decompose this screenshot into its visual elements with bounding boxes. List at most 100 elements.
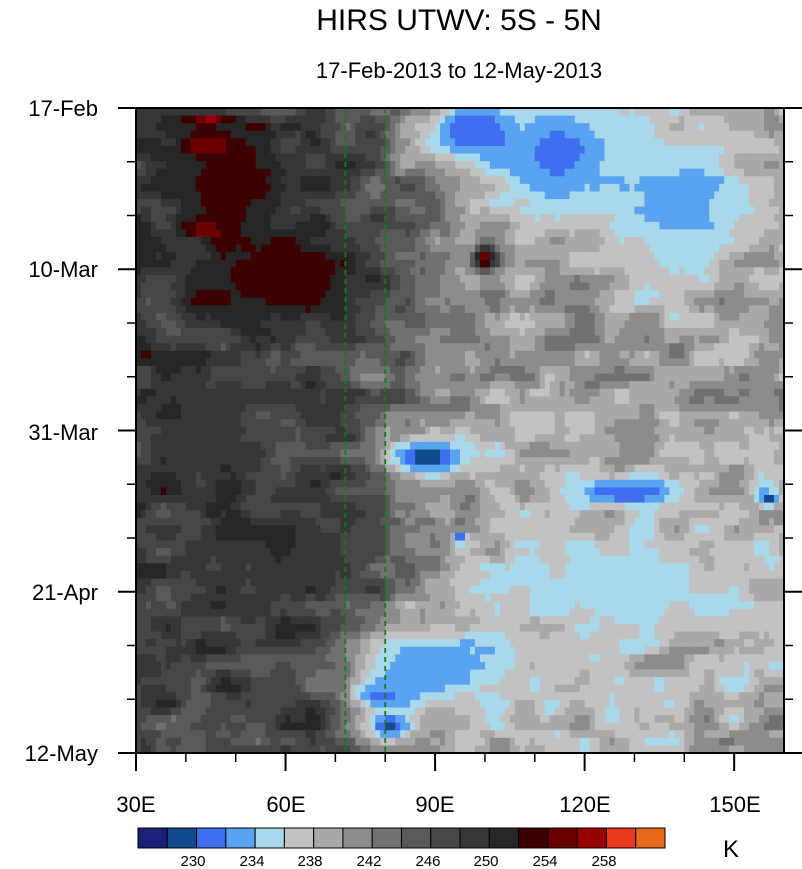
heatmap-cell	[579, 373, 586, 382]
heatmap-cell	[524, 290, 531, 299]
heatmap-cell	[514, 130, 521, 139]
heatmap-cell	[225, 244, 232, 253]
heatmap-cell	[265, 199, 272, 208]
heatmap-cell	[345, 229, 351, 238]
heatmap-cell	[529, 115, 536, 124]
heatmap-cell	[524, 115, 531, 124]
heatmap-cell	[554, 259, 561, 268]
heatmap-cell	[320, 274, 327, 284]
heatmap-cell	[654, 115, 660, 124]
heatmap-cell	[260, 358, 267, 367]
heatmap-cell	[410, 115, 416, 124]
heatmap-cell	[330, 366, 336, 375]
heatmap-cell	[165, 350, 172, 360]
heatmap-cell	[609, 373, 616, 382]
heatmap-cell	[464, 214, 471, 223]
heatmap-cell	[704, 282, 710, 291]
heatmap-cell	[320, 130, 327, 139]
heatmap-cell	[674, 350, 680, 360]
heatmap-cell	[260, 396, 267, 405]
heatmap-cell	[280, 320, 287, 329]
heatmap-cell	[290, 191, 297, 200]
heatmap-cell	[704, 366, 710, 375]
heatmap-cell	[255, 290, 262, 299]
heatmap-cell	[699, 282, 705, 291]
heatmap-cells	[136, 108, 784, 753]
heatmap-cell	[260, 305, 267, 314]
heatmap-cell	[594, 252, 601, 261]
heatmap-cell	[724, 153, 730, 162]
heatmap-cell	[245, 343, 252, 352]
heatmap-cell	[320, 290, 327, 299]
heatmap-cell	[529, 381, 536, 390]
heatmap-cell	[614, 274, 621, 284]
heatmap-cell	[584, 214, 591, 223]
heatmap-cell	[315, 123, 322, 132]
heatmap-cell	[699, 237, 705, 246]
heatmap-cell	[155, 123, 162, 132]
heatmap-cell	[559, 282, 566, 291]
heatmap-cell	[350, 282, 356, 291]
heatmap-cell	[644, 366, 651, 375]
heatmap-cell	[445, 123, 451, 132]
heatmap-cell	[225, 328, 232, 337]
heatmap-cell	[679, 358, 685, 367]
heatmap-cell	[694, 176, 700, 185]
heatmap-cell	[355, 138, 361, 147]
heatmap-cell	[445, 214, 451, 223]
heatmap-cell	[420, 108, 426, 117]
heatmap-cell	[200, 373, 207, 382]
heatmap-cell	[315, 267, 322, 276]
heatmap-cell	[155, 130, 162, 139]
heatmap-cell	[549, 191, 556, 200]
heatmap-cell	[724, 221, 730, 231]
heatmap-cell	[440, 221, 446, 231]
heatmap-cell	[310, 244, 317, 253]
heatmap-cell	[290, 229, 297, 238]
heatmap-cell	[136, 214, 142, 223]
heatmap-cell	[355, 145, 361, 155]
heatmap-cell	[499, 138, 506, 147]
heatmap-cell	[220, 161, 227, 170]
heatmap-cell	[165, 305, 172, 314]
heatmap-cell	[175, 130, 182, 139]
heatmap-cell	[265, 244, 272, 253]
heatmap-cell	[230, 237, 237, 246]
heatmap-cell	[255, 153, 262, 162]
heatmap-cell	[494, 366, 501, 375]
heatmap-cell	[280, 396, 287, 405]
heatmap-cell	[340, 343, 346, 352]
heatmap-cell	[614, 191, 621, 200]
heatmap-cell	[514, 183, 521, 193]
heatmap-cell	[260, 312, 267, 322]
heatmap-cell	[554, 130, 561, 139]
heatmap-cell	[185, 312, 192, 322]
heatmap-cell	[325, 350, 331, 360]
heatmap-cell	[440, 335, 446, 344]
heatmap-cell	[195, 328, 202, 337]
heatmap-cell	[604, 161, 611, 170]
heatmap-cell	[215, 153, 222, 162]
heatmap-cell	[694, 312, 700, 322]
heatmap-cell	[589, 145, 596, 155]
heatmap-cell	[360, 115, 366, 124]
heatmap-cell	[584, 373, 591, 382]
heatmap-cell	[415, 138, 421, 147]
heatmap-cell	[609, 350, 616, 360]
heatmap-cell	[345, 320, 351, 329]
heatmap-cell	[215, 161, 222, 170]
heatmap-cell	[669, 350, 675, 360]
heatmap-cell	[225, 267, 232, 276]
heatmap-cell	[684, 305, 690, 314]
heatmap-cell	[425, 183, 431, 193]
heatmap-cell	[539, 252, 546, 261]
heatmap-cell	[649, 381, 655, 390]
heatmap-cell	[445, 161, 451, 170]
heatmap-cell	[440, 267, 446, 276]
heatmap-cell	[764, 343, 770, 352]
heatmap-cell	[559, 138, 566, 147]
heatmap-cell	[210, 153, 217, 162]
heatmap-cell	[405, 396, 411, 405]
heatmap-cell	[410, 373, 416, 382]
heatmap-cell	[300, 145, 307, 155]
